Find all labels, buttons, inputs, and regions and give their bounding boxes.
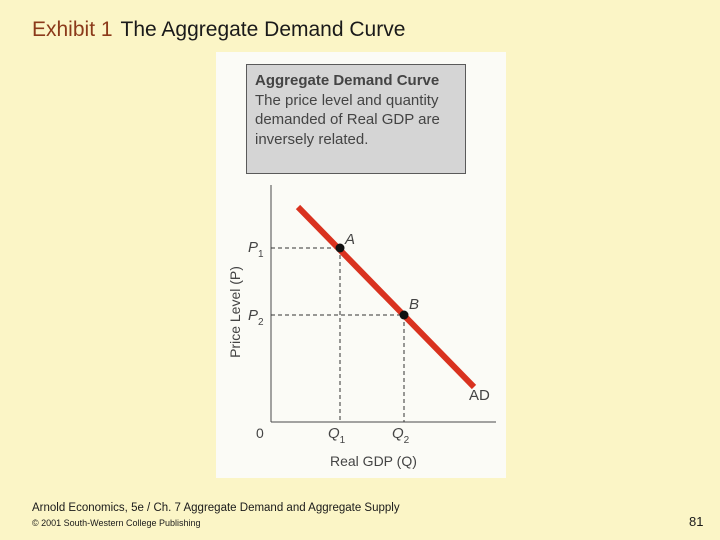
footer-copyright: © 2001 South-Western College Publishing — [32, 518, 201, 528]
info-box-body: The price level and quantity demanded of… — [255, 91, 440, 148]
footer-citation: Arnold Economics, 5e / Ch. 7 Aggregate D… — [32, 502, 400, 514]
ad-curve — [295, 204, 477, 390]
q1-tick-label: Q1 — [328, 425, 346, 446]
origin-label: 0 — [256, 425, 264, 441]
point-a-label: A — [344, 231, 355, 248]
exhibit-label: Exhibit 1 — [32, 18, 113, 41]
aggregate-demand-graph: A B AD P1 P2 Q1 Q2 0 Real GDP (Q) Price … — [227, 185, 496, 469]
point-b-label: B — [409, 296, 419, 313]
ad-curve-label: AD — [469, 387, 490, 404]
q2-tick-label: Q2 — [392, 425, 410, 446]
page-number: 81 — [689, 514, 704, 529]
slide-title: Exhibit 1 The Aggregate Demand Curve — [32, 18, 405, 42]
p1-tick-label: P1 — [248, 239, 264, 260]
info-box-heading: Aggregate Demand Curve — [255, 72, 440, 89]
point-b — [399, 310, 409, 320]
exhibit-title: The Aggregate Demand Curve — [120, 18, 406, 41]
p2-tick-label: P2 — [248, 307, 264, 328]
x-axis-label: Real GDP (Q) — [330, 453, 417, 469]
y-axis-label: Price Level (P) — [227, 266, 243, 358]
figure-panel: Aggregate Demand Curve The price level a… — [216, 52, 506, 478]
point-a — [335, 243, 345, 253]
info-box: Aggregate Demand Curve The price level a… — [246, 64, 466, 174]
